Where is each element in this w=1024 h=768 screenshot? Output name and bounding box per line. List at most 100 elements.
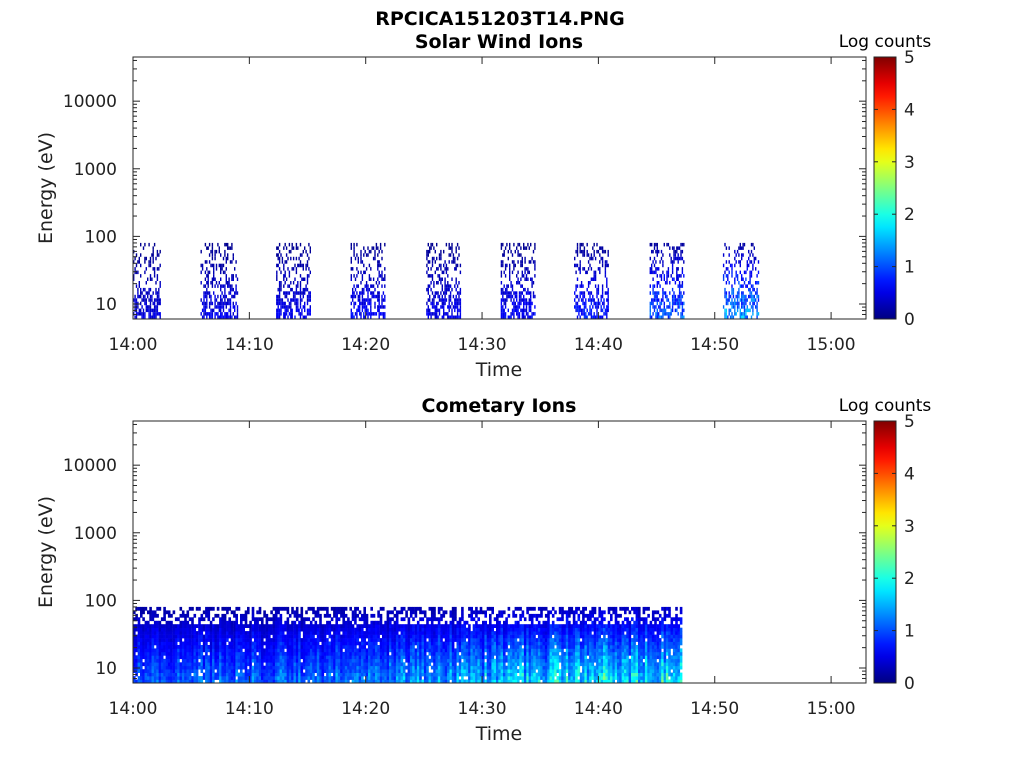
heatmap-cell xyxy=(233,655,236,660)
heatmap-cell xyxy=(137,651,141,656)
heatmap-cell xyxy=(389,645,392,649)
heatmap-cell xyxy=(458,645,462,649)
heatmap-cell xyxy=(363,669,366,673)
heatmap-cell xyxy=(509,274,511,278)
heatmap-cell xyxy=(670,260,672,264)
heatmap-cell xyxy=(414,651,418,656)
heatmap-cell xyxy=(470,651,473,656)
heatmap-cell xyxy=(583,308,586,313)
heatmap-cell xyxy=(372,648,376,653)
heatmap-cell xyxy=(358,672,362,677)
heatmap-cell xyxy=(437,617,441,622)
heatmap-cell xyxy=(459,270,462,275)
heatmap-cell xyxy=(227,315,229,319)
heatmap-cell xyxy=(525,246,528,250)
heatmap-cell xyxy=(163,669,166,673)
heatmap-cell xyxy=(745,284,747,288)
heatmap-cell xyxy=(181,679,185,684)
heatmap-cell xyxy=(451,610,455,615)
heatmap-cell xyxy=(506,294,508,299)
heatmap-cell xyxy=(147,658,150,663)
heatmap-cell xyxy=(364,301,366,306)
heatmap-cell xyxy=(302,627,306,632)
heatmap-cell xyxy=(344,641,348,646)
heatmap-cell xyxy=(235,301,237,306)
heatmap-cell xyxy=(326,679,329,684)
heatmap-cell xyxy=(174,627,178,632)
heatmap-cell xyxy=(249,669,252,673)
heatmap-cell xyxy=(370,672,373,677)
heatmap-cell xyxy=(528,301,530,306)
heatmap-cell xyxy=(364,308,366,313)
heatmap-cell xyxy=(528,260,530,264)
heatmap-cell xyxy=(757,270,760,275)
heatmap-cell xyxy=(477,655,480,660)
heatmap-cell xyxy=(276,253,278,257)
heatmap-cell xyxy=(523,315,525,319)
heatmap-cell xyxy=(217,315,219,319)
heatmap-cell xyxy=(298,655,301,660)
heatmap-cell xyxy=(221,620,224,625)
heatmap-cell xyxy=(745,301,747,306)
heatmap-cell xyxy=(514,294,516,299)
heatmap-cell xyxy=(426,287,428,292)
heatmap-cell xyxy=(357,284,359,288)
heatmap-cell xyxy=(218,301,220,306)
heatmap-cell xyxy=(365,624,369,628)
heatmap-cell xyxy=(135,298,138,302)
heatmap-cell xyxy=(307,638,311,642)
heatmap-cell xyxy=(306,312,309,316)
heatmap-cell xyxy=(294,294,296,299)
heatmap-cell xyxy=(281,301,284,306)
heatmap-cell xyxy=(298,256,300,261)
heatmap-cell xyxy=(427,315,429,319)
heatmap-cell xyxy=(135,658,138,663)
heatmap-cell xyxy=(215,312,218,316)
heatmap-cell xyxy=(463,638,466,642)
heatmap-cell xyxy=(472,624,476,628)
heatmap-cell xyxy=(335,631,338,635)
heatmap-cell xyxy=(475,613,478,618)
heatmap-cell xyxy=(364,249,366,254)
heatmap-cell xyxy=(363,315,365,319)
heatmap-cell xyxy=(468,662,471,667)
heatmap-cell xyxy=(368,672,371,677)
heatmap-cell xyxy=(521,312,523,316)
heatmap-cell xyxy=(156,312,159,316)
heatmap-cell xyxy=(156,638,159,642)
heatmap-cell xyxy=(216,665,220,670)
heatmap-cell xyxy=(216,613,220,618)
heatmap-cell xyxy=(502,287,504,292)
heatmap-cell xyxy=(589,305,591,309)
heatmap-cell xyxy=(226,655,229,660)
heatmap-cell xyxy=(442,672,446,677)
heatmap-cell xyxy=(233,634,236,639)
heatmap-cell xyxy=(477,665,480,670)
heatmap-cell xyxy=(167,641,171,646)
heatmap-cell xyxy=(240,620,243,625)
heatmap-cell xyxy=(438,308,441,313)
heatmap-cell xyxy=(188,665,192,670)
heatmap-cell xyxy=(160,624,164,628)
heatmap-cell xyxy=(673,301,675,306)
heatmap-cell xyxy=(195,658,199,663)
heatmap-cell xyxy=(378,281,380,285)
heatmap-cell xyxy=(578,305,580,309)
heatmap-cell xyxy=(335,627,338,632)
heatmap-cell xyxy=(307,662,311,667)
heatmap-cell xyxy=(309,634,313,639)
heatmap-cell xyxy=(221,634,224,639)
heatmap-cell xyxy=(360,270,362,275)
heatmap-cell xyxy=(669,305,671,309)
heatmap-cell xyxy=(732,287,735,292)
heatmap-cell xyxy=(427,312,429,316)
heatmap-cell xyxy=(433,631,436,635)
heatmap-cell xyxy=(353,305,355,309)
heatmap-cell xyxy=(393,613,397,618)
heatmap-cell xyxy=(137,270,139,275)
heatmap-cell xyxy=(666,242,668,247)
heatmap-cell xyxy=(532,312,535,316)
heatmap-cell xyxy=(151,662,155,667)
heatmap-cell xyxy=(680,284,682,288)
heatmap-cell xyxy=(279,658,283,663)
